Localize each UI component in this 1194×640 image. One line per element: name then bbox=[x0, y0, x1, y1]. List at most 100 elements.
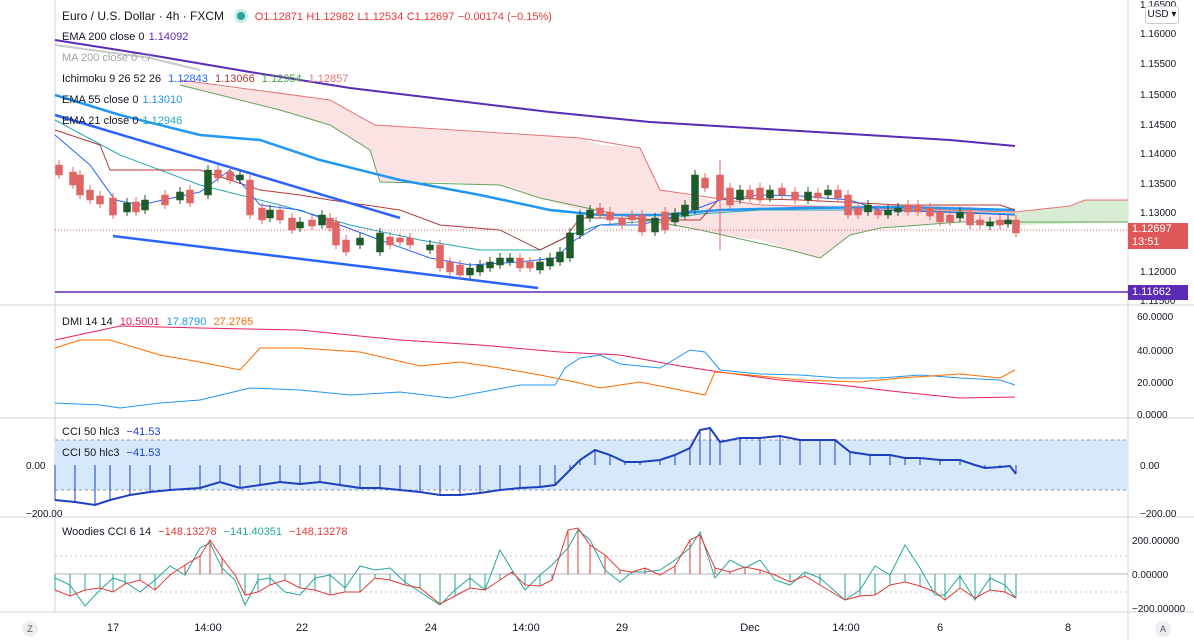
dmi-legend[interactable]: DMI 14 14 10.5001 17.8790 27.2765 bbox=[62, 315, 257, 329]
time-tick-label: 6 bbox=[937, 622, 943, 634]
price-tick-label: 1.16500 bbox=[1140, 0, 1177, 11]
time-tick-label: 17 bbox=[107, 622, 119, 634]
candle-bearish bbox=[161, 194, 169, 206]
price-tick-label: 1.11500 bbox=[1140, 296, 1176, 307]
candle-bullish bbox=[236, 174, 244, 181]
auto-scale-button[interactable]: A bbox=[1155, 621, 1171, 637]
cci-value-outer: −41.53 bbox=[126, 426, 161, 438]
candle-bullish bbox=[556, 251, 564, 263]
candle-bearish bbox=[516, 257, 524, 269]
currency-select[interactable]: USD ▾ bbox=[1145, 6, 1179, 24]
candle-bullish bbox=[266, 209, 274, 219]
candle-bullish bbox=[123, 202, 131, 213]
legend-ema21[interactable]: EMA 21 close 0 1.12946 bbox=[62, 114, 186, 128]
candle-bearish bbox=[436, 244, 444, 269]
support-price-value: 1.11662 bbox=[1132, 286, 1171, 298]
candle-bullish bbox=[824, 189, 832, 196]
eye-hidden-icon[interactable]: 👁̸ bbox=[141, 52, 150, 64]
candle-bearish bbox=[86, 189, 94, 201]
candle-bullish bbox=[681, 204, 689, 217]
candle-bullish bbox=[576, 214, 584, 236]
legend-ema200-value: 1.14092 bbox=[148, 31, 189, 43]
candle-bearish bbox=[874, 209, 882, 216]
woodies-v3: −148.13278 bbox=[289, 526, 348, 538]
candle-bearish bbox=[246, 179, 254, 216]
candle-bearish bbox=[834, 189, 842, 199]
lower-trendline bbox=[112, 234, 539, 290]
time-tick-label: 24 bbox=[425, 622, 437, 634]
ma200-line bbox=[54, 44, 201, 71]
last-price-value: 1.12697 bbox=[1132, 223, 1172, 235]
legend-ema55-value: 1.13010 bbox=[142, 94, 183, 106]
legend-ichimoku-v3: 1.12954 bbox=[261, 73, 302, 85]
legend-ema200-label: EMA 200 close 0 bbox=[62, 31, 145, 43]
candle-bearish bbox=[618, 217, 626, 226]
candle-bullish bbox=[1004, 219, 1012, 225]
candle-bullish bbox=[296, 221, 304, 229]
legend-ema200[interactable]: EMA 200 close 0 1.14092 bbox=[62, 30, 192, 44]
candle-bearish bbox=[726, 187, 734, 206]
candle-bullish bbox=[356, 237, 364, 246]
candle-bearish bbox=[226, 171, 234, 181]
candle-bullish bbox=[884, 209, 892, 216]
candle-bearish bbox=[276, 209, 284, 221]
woodies-v2: −141.40351 bbox=[223, 526, 283, 538]
dmi-tick-label: 40.0000 bbox=[1137, 346, 1174, 357]
time-tick-label: 14:00 bbox=[832, 622, 860, 634]
woodies-legend[interactable]: Woodies CCI 6 14 −148.13278 −141.40351 −… bbox=[62, 525, 352, 539]
price-tick-label: 1.15500 bbox=[1140, 59, 1177, 70]
legend-ichimoku-v1: 1.12843 bbox=[168, 73, 208, 85]
legend-ichimoku-v2: 1.13066 bbox=[214, 73, 255, 85]
timezone-button[interactable]: Z bbox=[22, 621, 38, 637]
candle-bearish bbox=[406, 237, 414, 246]
dmi-tick-label: 0.0000 bbox=[1137, 410, 1168, 421]
candle-bullish bbox=[986, 221, 994, 227]
legend-ichimoku-v4: 1.12857 bbox=[308, 73, 349, 85]
dmi-label: DMI 14 14 bbox=[62, 316, 113, 328]
candle-bullish bbox=[476, 264, 484, 273]
ohlc-high: H1.12982 bbox=[306, 11, 355, 23]
last-price-label: 1.12697 13:51 bbox=[1128, 223, 1188, 249]
cci-line bbox=[54, 426, 1017, 507]
candle-bearish bbox=[976, 219, 984, 226]
dmi-adx-line bbox=[54, 339, 1016, 396]
candle-bearish bbox=[396, 237, 404, 243]
candle-bearish bbox=[756, 187, 764, 201]
candle-bullish bbox=[766, 189, 774, 199]
symbol-title[interactable]: Euro / U.S. Dollar · 4h · FXCM bbox=[62, 9, 225, 23]
candle-bearish bbox=[936, 211, 944, 223]
candle-bearish bbox=[778, 187, 786, 196]
woodies-turbo-line bbox=[54, 529, 1017, 607]
candle-bearish bbox=[814, 192, 822, 199]
cci-tick-label-right: 0.00 bbox=[1140, 461, 1160, 472]
candle-bullish bbox=[318, 214, 326, 226]
upper-trendline bbox=[54, 113, 401, 220]
legend-ma200-label: MA 200 close 0 bbox=[62, 52, 138, 64]
price-tick-label: 1.14500 bbox=[1140, 120, 1177, 131]
candle-bearish bbox=[926, 207, 934, 217]
cci-tick-label-left: −200.00 bbox=[26, 509, 63, 520]
candle-bearish bbox=[844, 194, 852, 216]
legend-ichimoku[interactable]: Ichimoku 9 26 52 26 1.12843 1.13066 1.12… bbox=[62, 72, 352, 86]
legend-ema55[interactable]: EMA 55 close 0 1.13010 bbox=[62, 93, 186, 107]
price-tick-label: 1.13500 bbox=[1140, 179, 1177, 190]
market-status-icon bbox=[237, 12, 246, 20]
woodies-tick-label: 200.00000 bbox=[1132, 536, 1180, 547]
candle-bearish bbox=[946, 214, 954, 223]
cci-label-inner: CCI 50 hlc3 bbox=[62, 447, 120, 459]
price-tick-label: 1.14000 bbox=[1140, 149, 1177, 160]
woodies-label: Woodies CCI 6 14 bbox=[62, 526, 152, 538]
ema200-line bbox=[54, 39, 1016, 147]
candle-bearish bbox=[526, 261, 534, 269]
cci-legend-outer[interactable]: CCI 50 hlc3 −41.53 bbox=[62, 425, 165, 439]
candle-bearish bbox=[606, 211, 614, 221]
legend-ma200[interactable]: MA 200 close 0 👁̸ bbox=[62, 51, 153, 65]
time-tick-label: 29 bbox=[616, 622, 628, 634]
candle-bearish bbox=[332, 221, 340, 246]
cci-legend-inner[interactable]: CCI 50 hlc3 −41.53 bbox=[62, 446, 165, 460]
candle-bullish bbox=[496, 257, 504, 266]
candle-bearish bbox=[386, 236, 394, 246]
candle-bullish bbox=[736, 189, 744, 201]
candle-bullish bbox=[486, 261, 494, 269]
